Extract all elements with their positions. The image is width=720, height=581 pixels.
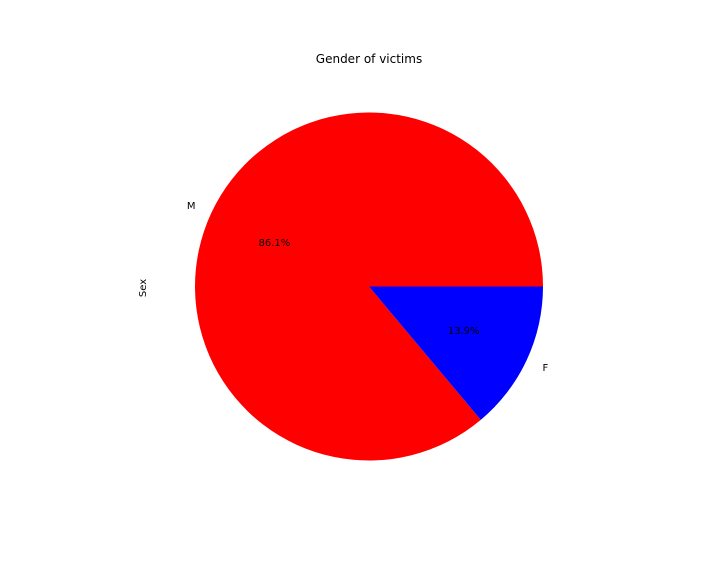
pie-percent-label: 86.1% xyxy=(259,238,291,249)
pie-percent-label: 13.9% xyxy=(448,326,480,337)
pie-labels: M 86.1% F 13.9% xyxy=(187,201,549,374)
chart-title: Gender of victims xyxy=(316,52,422,66)
pie-slice-f xyxy=(369,286,543,420)
y-axis-label: Sex xyxy=(138,279,149,297)
pie-category-label: M xyxy=(187,201,196,212)
pie-slices xyxy=(194,112,543,461)
pie-category-label: F xyxy=(542,363,548,374)
